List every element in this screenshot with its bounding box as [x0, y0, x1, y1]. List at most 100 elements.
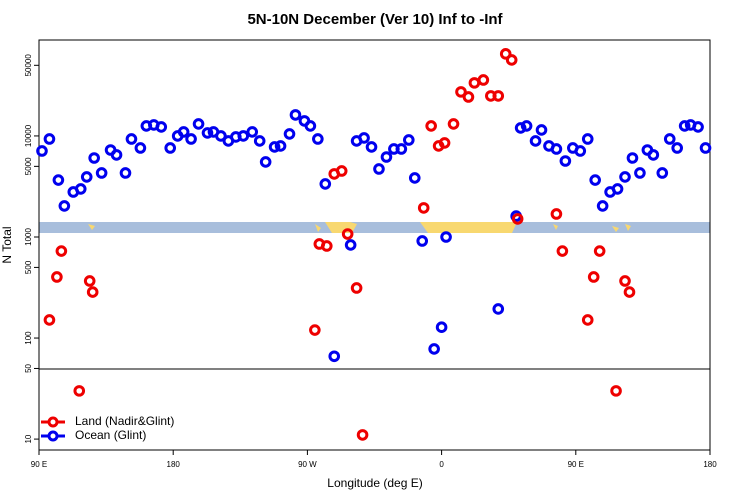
point — [164, 142, 177, 154]
point — [58, 200, 71, 212]
point — [304, 120, 317, 132]
point — [73, 385, 86, 397]
chart-title: 5N-10N December (Ver 10) Inf to -Inf — [247, 11, 503, 28]
point — [699, 142, 712, 154]
point — [335, 165, 348, 177]
point — [185, 133, 197, 145]
point — [596, 200, 609, 212]
point — [428, 343, 440, 355]
point — [52, 174, 65, 186]
point — [435, 321, 448, 334]
point — [671, 142, 683, 154]
point — [320, 240, 333, 252]
point — [550, 208, 563, 220]
point — [192, 118, 205, 130]
x-tick-label: 90 E — [568, 460, 584, 469]
point — [319, 178, 332, 190]
y-tick-label: 500 — [24, 260, 33, 274]
x-tick-label: 90 E — [31, 460, 47, 469]
legend-marker — [47, 430, 59, 442]
point — [201, 127, 214, 139]
y-tick-label: 50000 — [24, 54, 33, 77]
point — [468, 77, 481, 89]
point — [514, 122, 527, 134]
point — [619, 275, 631, 287]
y-tick-label: 1000 — [24, 228, 33, 246]
point — [110, 149, 123, 161]
point — [550, 143, 563, 155]
point — [438, 137, 451, 149]
point — [589, 174, 601, 186]
x-axis-label: Longitude (deg E) — [327, 476, 422, 490]
point — [511, 213, 524, 225]
point — [341, 228, 354, 240]
map-strip — [39, 222, 710, 233]
plot-frame — [38, 39, 711, 451]
point — [155, 121, 168, 133]
point — [88, 152, 100, 164]
point — [274, 140, 287, 152]
x-tick-label: 180 — [167, 460, 181, 469]
point — [425, 120, 437, 132]
point — [289, 109, 302, 121]
point — [520, 120, 533, 132]
point — [373, 163, 385, 175]
y-tick-label: 10000 — [24, 124, 33, 147]
point — [125, 133, 138, 145]
x-tick-label: 0 — [439, 460, 444, 469]
y-tick-label: 10 — [24, 434, 33, 443]
point — [402, 134, 415, 146]
point — [51, 271, 63, 283]
point — [215, 130, 227, 142]
legend-label: Ocean (Glint) — [75, 428, 146, 442]
point — [574, 145, 587, 157]
point — [416, 235, 429, 247]
point — [587, 271, 600, 283]
point — [581, 133, 594, 145]
point — [344, 239, 357, 251]
legend-label: Land (Nadir&Glint) — [75, 414, 174, 428]
point — [408, 172, 421, 184]
point — [309, 324, 321, 336]
point — [440, 231, 452, 243]
point — [350, 282, 363, 294]
point — [253, 135, 266, 147]
point — [663, 133, 676, 145]
point — [86, 286, 99, 298]
point — [610, 385, 622, 397]
point — [447, 118, 460, 130]
point — [417, 202, 430, 214]
x-tick-label: 90 W — [298, 460, 317, 469]
point — [246, 126, 259, 138]
point — [95, 167, 108, 179]
point — [505, 54, 518, 66]
point — [623, 286, 636, 298]
point — [455, 86, 467, 98]
point — [177, 126, 190, 138]
point — [74, 183, 87, 195]
point — [43, 133, 56, 145]
point — [55, 245, 68, 257]
point — [559, 155, 572, 167]
point — [535, 124, 548, 136]
point — [36, 145, 48, 157]
point — [43, 314, 56, 326]
point — [119, 167, 132, 179]
point — [581, 314, 594, 326]
point — [492, 90, 505, 102]
y-tick-label: 5000 — [24, 157, 33, 175]
point — [647, 149, 660, 161]
x-tick-label: 180 — [703, 460, 717, 469]
point — [626, 152, 639, 164]
point — [529, 135, 542, 147]
point — [356, 429, 369, 441]
point — [259, 156, 272, 168]
y-tick-label: 100 — [24, 331, 33, 345]
point — [619, 171, 631, 183]
point — [656, 167, 669, 179]
point — [593, 245, 606, 257]
point — [365, 141, 378, 153]
y-tick-label: 50 — [24, 363, 33, 372]
point — [312, 133, 324, 145]
